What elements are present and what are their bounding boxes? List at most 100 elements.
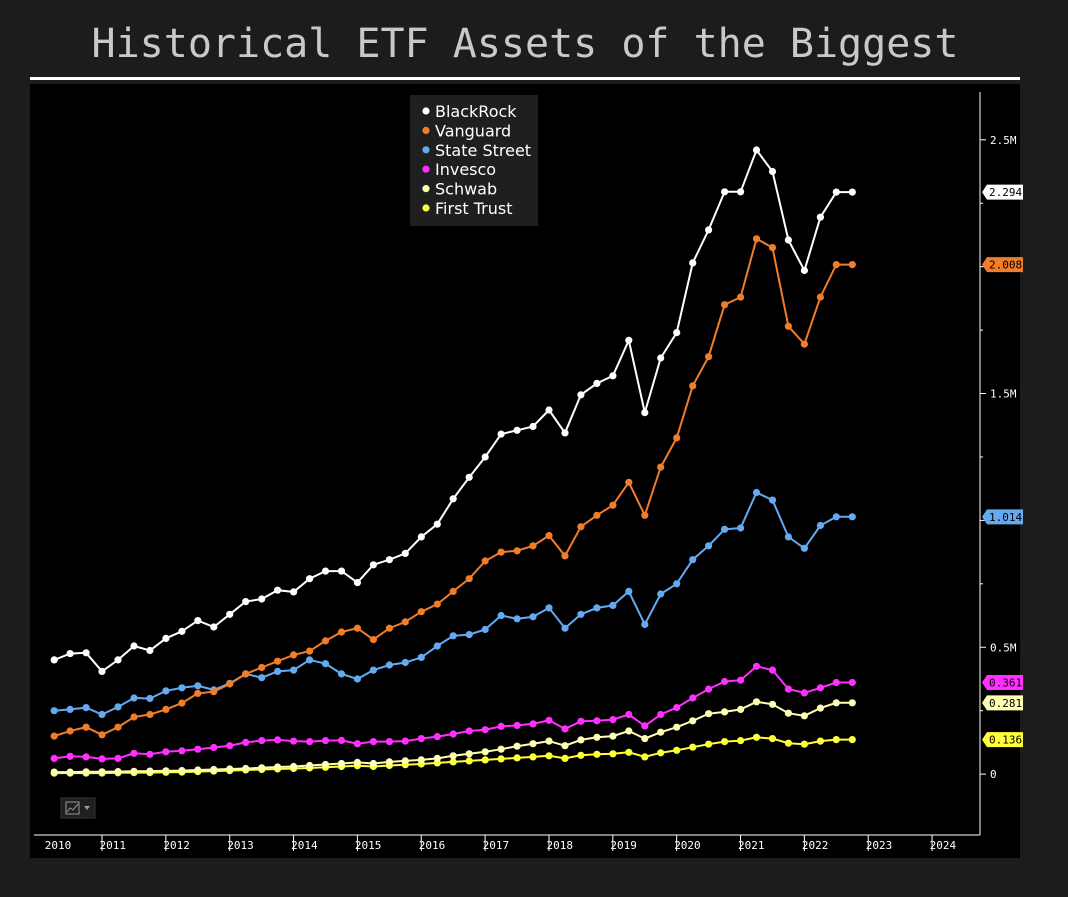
data-point-blackrock	[673, 329, 681, 337]
data-point-schwab	[242, 764, 250, 773]
x-tick-label: 2013	[227, 839, 254, 852]
data-point-vanguard	[848, 261, 856, 269]
data-point-schwab	[433, 754, 441, 763]
data-point-state-street	[641, 620, 649, 629]
data-point-invesco	[465, 727, 473, 735]
data-point-invesco	[737, 676, 745, 684]
legend-marker-state-street	[422, 146, 430, 154]
last-value-tag-first-trust	[982, 732, 1023, 748]
data-point-state-street	[114, 703, 122, 711]
data-point-first-trust	[577, 751, 585, 759]
data-point-blackrock	[337, 567, 346, 575]
data-point-state-street	[657, 590, 665, 598]
data-point-state-street	[625, 587, 633, 596]
data-point-first-trust	[625, 748, 633, 756]
data-point-vanguard	[162, 705, 170, 714]
data-point-invesco	[800, 689, 809, 697]
y-tick-label: 0.5M	[990, 641, 1017, 654]
x-tick-label: 2021	[738, 839, 765, 852]
legend-label-vanguard: Vanguard	[435, 121, 511, 140]
data-point-schwab	[66, 768, 74, 776]
data-point-vanguard	[800, 340, 809, 348]
data-point-vanguard	[449, 587, 457, 596]
data-point-state-street	[593, 604, 601, 612]
data-point-state-street	[577, 610, 585, 618]
data-point-blackrock	[737, 188, 745, 196]
data-point-blackrock	[98, 667, 106, 676]
data-point-blackrock	[449, 495, 457, 503]
data-point-invesco	[657, 710, 665, 719]
data-point-blackrock	[705, 226, 713, 234]
data-point-first-trust	[657, 749, 665, 757]
data-point-schwab	[737, 705, 745, 714]
data-point-schwab	[721, 708, 729, 716]
data-point-vanguard	[337, 628, 346, 636]
data-point-invesco	[353, 740, 361, 748]
data-point-invesco	[705, 685, 713, 693]
data-point-schwab	[290, 762, 298, 771]
y-tick-label: 2.5M	[990, 134, 1017, 147]
data-point-state-street	[721, 525, 729, 533]
data-point-schwab	[194, 766, 202, 774]
data-point-vanguard	[66, 727, 74, 735]
data-point-blackrock	[721, 188, 729, 196]
x-tick-label: 2015	[355, 839, 382, 852]
data-point-blackrock	[242, 598, 250, 606]
data-point-vanguard	[130, 713, 138, 721]
legend-marker-invesco	[422, 165, 430, 173]
data-point-schwab	[353, 758, 361, 767]
data-point-vanguard	[321, 637, 330, 645]
data-point-invesco	[321, 737, 330, 745]
data-point-blackrock	[130, 642, 138, 650]
data-point-vanguard	[417, 608, 425, 616]
chart-type-button[interactable]	[60, 797, 96, 819]
last-value-labels: 2.294 2.008 1.014 0.361 0.281 0.136	[982, 184, 1023, 748]
data-point-vanguard	[545, 532, 553, 540]
data-point-vanguard	[50, 732, 58, 740]
data-point-invesco	[752, 662, 761, 670]
data-point-blackrock	[609, 372, 617, 380]
data-point-vanguard	[226, 680, 234, 688]
data-point-blackrock	[593, 379, 601, 387]
data-point-invesco	[449, 730, 457, 738]
data-point-first-trust	[609, 750, 617, 758]
data-point-blackrock	[816, 213, 825, 221]
x-tick-label: 2024	[930, 839, 957, 852]
data-point-first-trust	[737, 737, 745, 745]
data-point-invesco	[832, 678, 840, 687]
data-point-state-street	[832, 513, 840, 521]
data-point-invesco	[545, 716, 553, 724]
data-point-invesco	[50, 754, 58, 763]
data-point-schwab	[673, 723, 681, 731]
data-point-vanguard	[290, 651, 298, 659]
data-point-invesco	[417, 735, 425, 743]
data-point-schwab	[369, 759, 377, 768]
data-point-state-street	[146, 694, 154, 703]
data-point-blackrock	[641, 409, 649, 417]
data-point-vanguard	[242, 670, 250, 678]
data-point-invesco	[529, 720, 537, 728]
data-point-invesco	[162, 748, 170, 756]
data-point-state-street	[449, 632, 457, 640]
data-point-state-street	[306, 656, 314, 664]
data-point-vanguard	[481, 557, 489, 565]
legend-marker-vanguard	[422, 126, 430, 134]
data-point-invesco	[577, 717, 585, 725]
data-point-schwab	[625, 727, 633, 735]
last-value-label-invesco: 0.361	[989, 677, 1022, 690]
data-point-first-trust	[689, 743, 697, 751]
data-point-state-street	[529, 613, 537, 621]
y-tick-label: 0	[990, 768, 997, 781]
data-point-state-street	[689, 556, 697, 564]
data-point-state-street	[545, 604, 553, 612]
data-point-state-street	[848, 513, 856, 521]
data-point-first-trust	[673, 746, 681, 754]
data-point-state-street	[98, 710, 106, 719]
data-point-vanguard	[752, 235, 761, 243]
data-point-vanguard	[178, 699, 186, 707]
data-point-vanguard	[369, 636, 377, 644]
data-point-vanguard	[625, 478, 633, 486]
data-point-schwab	[114, 768, 122, 776]
data-point-schwab	[800, 712, 809, 720]
data-point-blackrock	[178, 627, 186, 635]
